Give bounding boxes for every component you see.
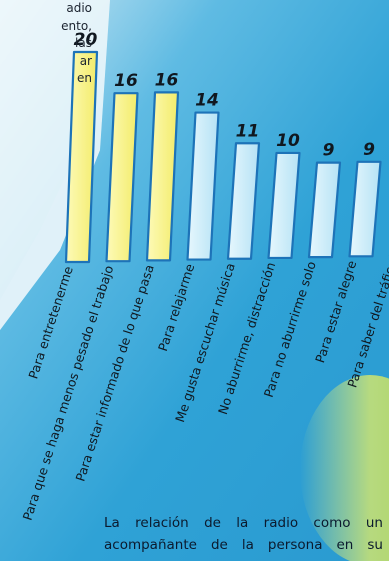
value-label-3: 16 — [155, 70, 179, 90]
value-label-2: 16 — [114, 71, 138, 91]
caption-line: acompañante de la persona en su — [104, 537, 383, 553]
value-label-8: 9 — [363, 140, 375, 160]
intro-line: las — [75, 36, 92, 50]
caption-line: La relación de la radio como un — [104, 515, 383, 531]
intro-line: ento, — [61, 18, 92, 33]
bar-4 — [186, 111, 220, 261]
bar-8 — [348, 160, 382, 258]
value-label-5: 11 — [236, 121, 260, 141]
bar-3 — [145, 91, 180, 262]
bar-1 — [64, 50, 99, 264]
intro-line: adio — [66, 1, 92, 15]
value-label-1: 20 — [74, 30, 98, 50]
intro-text: adio ento, las ar en — [6, 0, 92, 88]
caption-text: La relación de la radio como un acompaña… — [104, 512, 383, 556]
intro-line: en — [77, 71, 92, 85]
value-label-7: 9 — [323, 141, 335, 161]
bar-6 — [267, 151, 301, 260]
bar-7 — [307, 161, 342, 259]
bar-2 — [105, 92, 139, 263]
intro-line: ar — [79, 53, 92, 68]
bar-5 — [226, 142, 261, 260]
value-label-6: 10 — [276, 131, 300, 151]
value-label-4: 14 — [195, 91, 219, 111]
